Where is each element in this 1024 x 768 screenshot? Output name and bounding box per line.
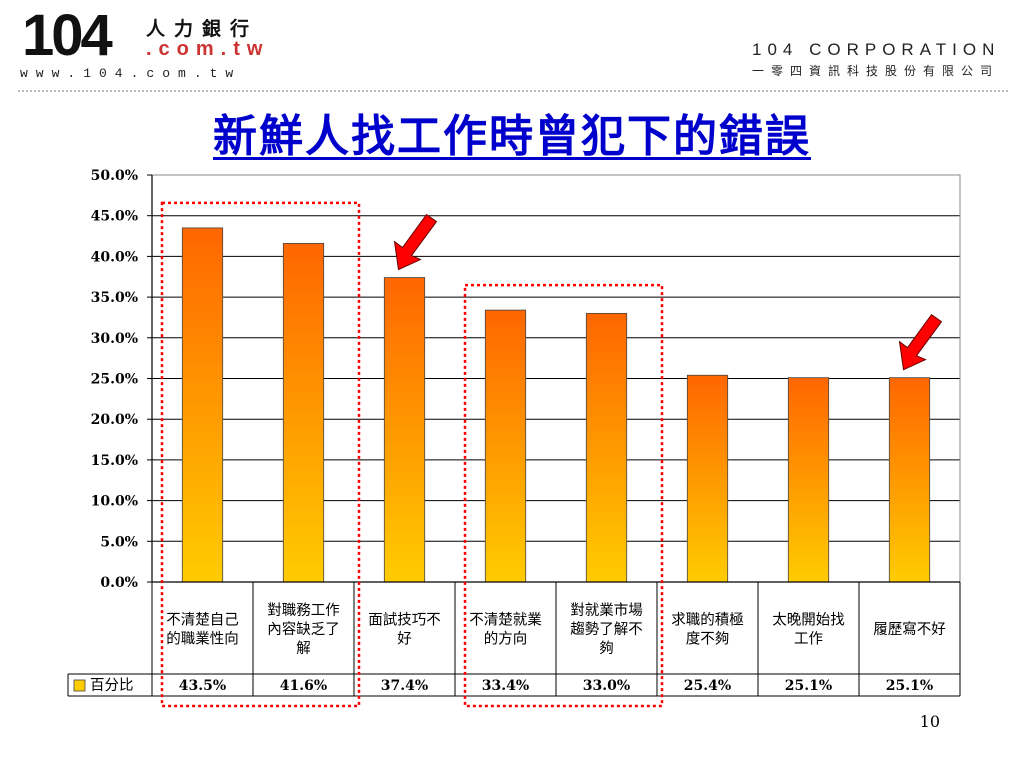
x-tick-label: 對就業市場趨勢了解不夠 xyxy=(570,602,643,657)
y-tick-label: 15.0% xyxy=(91,453,138,469)
data-label: 37.4% xyxy=(381,678,428,694)
arrow-marker xyxy=(898,313,943,371)
x-tick-label: 不清楚自己的職業性向 xyxy=(166,612,239,648)
x-tick-label-line: 對就業市場 xyxy=(570,602,643,619)
x-tick-label-line: 的方向 xyxy=(484,631,528,648)
y-tick-label: 30.0% xyxy=(91,331,138,347)
x-tick-label: 對職務工作內容缺乏了解 xyxy=(267,602,340,657)
data-label: 33.4% xyxy=(482,678,529,694)
y-axis: 0.0% 5.0% 10.0% 15.0% 20.0% 25.0% 30.0% 35.0% 40… xyxy=(91,168,153,591)
logo-url: www.104.com.tw xyxy=(20,66,242,81)
y-tick-label: 0.0% xyxy=(100,575,138,591)
x-tick-label: 履歷寫不好 xyxy=(873,620,946,638)
bar xyxy=(181,227,224,583)
bar xyxy=(484,309,527,583)
x-tick-label-line: 夠 xyxy=(599,640,614,657)
x-tick-label-line: 履歷寫不好 xyxy=(873,620,946,638)
bar xyxy=(585,312,628,583)
arrow-marker xyxy=(393,213,438,271)
slide-title-text: 新鮮人找工作時曾犯下的錯誤 xyxy=(213,111,811,162)
data-table: 不清楚自己的職業性向 43.5% 對職務工作內容缺乏了解 41.6% 面試技巧不好 37.… xyxy=(67,581,961,697)
x-tick-label: 面試技巧不好 xyxy=(368,612,441,648)
y-tick-label: 50.0% xyxy=(91,168,138,184)
corporation-name: 104 CORPORATION xyxy=(752,40,1001,59)
y-tick-label: 40.0% xyxy=(91,249,138,265)
x-tick-label: 不清楚就業的方向 xyxy=(469,612,542,648)
data-label: 43.5% xyxy=(179,678,226,694)
y-tick-label: 20.0% xyxy=(91,412,138,428)
x-tick-label-line: 內容缺乏了 xyxy=(267,621,340,638)
y-tick-label: 25.0% xyxy=(91,372,138,388)
y-tick-label: 45.0% xyxy=(91,209,138,225)
x-tick-label-line: 面試技巧不 xyxy=(368,612,441,629)
x-tick-label-line: 的職業性向 xyxy=(166,631,239,648)
bar xyxy=(787,377,830,583)
corporation-chinese-name: 一零四資訊科技股份有限公司 xyxy=(752,64,1000,78)
y-tick-label: 35.0% xyxy=(91,290,138,306)
x-tick-label-line: 對職務工作 xyxy=(267,602,340,619)
x-tick-label: 求職的積極度不夠 xyxy=(671,612,744,648)
arrow-markers xyxy=(393,213,943,371)
bars xyxy=(181,227,931,583)
bar xyxy=(282,242,325,583)
header-divider xyxy=(18,90,1008,92)
x-tick-label-line: 求職的積極 xyxy=(671,612,744,629)
x-tick-label: 太晚開始找工作 xyxy=(772,612,845,648)
bar xyxy=(383,277,426,583)
data-label: 25.1% xyxy=(785,678,832,694)
data-label: 33.0% xyxy=(583,678,630,694)
bar xyxy=(888,377,931,583)
x-tick-label-line: 不清楚自己 xyxy=(166,612,239,629)
x-tick-label-line: 解 xyxy=(296,640,311,657)
x-tick-label-line: 趨勢了解不 xyxy=(570,621,643,638)
x-tick-label-line: 太晚開始找 xyxy=(772,612,845,629)
x-tick-label-line: 工作 xyxy=(794,631,823,648)
x-tick-label-line: 不清楚就業 xyxy=(469,612,542,629)
logo-domain: .com.tw xyxy=(146,38,270,60)
page-number: 10 xyxy=(919,712,940,731)
legend-label: 百分比 xyxy=(90,677,134,694)
highlight-box xyxy=(160,201,361,708)
logo-chinese-name: 人力銀行 xyxy=(146,18,259,40)
legend-swatch xyxy=(73,679,86,692)
data-label: 25.1% xyxy=(886,678,933,694)
x-tick-label-line: 度不夠 xyxy=(686,631,730,648)
slide-title: 新鮮人找工作時曾犯下的錯誤 xyxy=(0,100,1024,164)
x-tick-label-line: 好 xyxy=(397,631,412,648)
data-label: 41.6% xyxy=(280,678,327,694)
data-label: 25.4% xyxy=(684,678,731,694)
highlight-box xyxy=(463,283,664,708)
highlight-boxes xyxy=(160,201,664,708)
y-tick-label: 5.0% xyxy=(100,534,138,550)
bar xyxy=(686,374,729,583)
logo-number: 104 xyxy=(22,3,113,68)
y-tick-label: 10.0% xyxy=(91,494,138,510)
gridlines xyxy=(151,174,961,583)
